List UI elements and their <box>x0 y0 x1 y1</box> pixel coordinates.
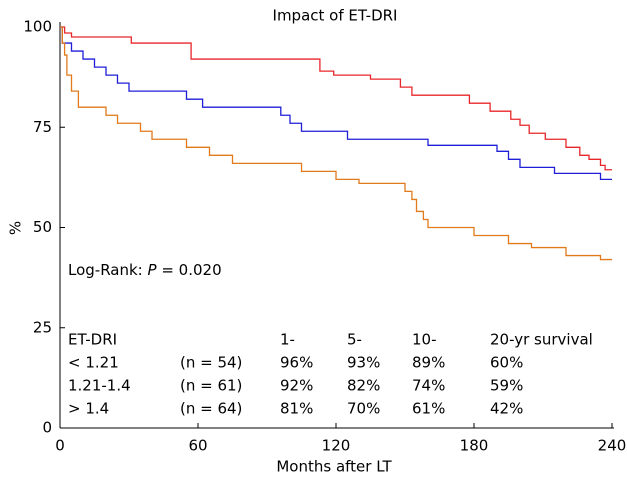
survival-curve <box>60 26 612 171</box>
log-rank-p: P <box>148 261 158 279</box>
y-tick-label: 75 <box>33 118 52 136</box>
y-tick-label: 50 <box>33 218 52 236</box>
table-cell: 61% <box>412 400 445 418</box>
table-cell: (n = 64) <box>180 400 242 418</box>
table-cell: 81% <box>280 400 313 418</box>
table-header: ET-DRI <box>68 331 117 349</box>
table-cell: 82% <box>347 377 380 395</box>
table-cell: 93% <box>347 354 380 372</box>
table-header: 20-yr survival <box>490 331 593 349</box>
survival-curve <box>60 26 612 181</box>
log-rank-prefix: Log-Rank: <box>68 261 148 279</box>
x-axis-label: Months after LT <box>276 458 392 476</box>
y-axis-label: % <box>7 221 25 235</box>
x-tick-label: 0 <box>55 437 65 455</box>
x-tick-label: 120 <box>322 437 351 455</box>
table-cell: 89% <box>412 354 445 372</box>
table-cell: 92% <box>280 377 313 395</box>
x-tick-label: 180 <box>460 437 489 455</box>
y-tick-label: 100 <box>23 18 52 36</box>
table-header: 5- <box>347 331 362 349</box>
x-tick-label: 60 <box>188 437 207 455</box>
x-tick-label: 240 <box>598 437 627 455</box>
table-cell: 42% <box>490 400 523 418</box>
log-rank: Log-Rank: P = 0.020 <box>68 261 222 279</box>
table-cell: 70% <box>347 400 380 418</box>
survival-curve <box>60 26 612 261</box>
table-header: 1- <box>280 331 295 349</box>
y-tick-label: 0 <box>42 419 52 437</box>
chart-title: Impact of ET-DRI <box>273 7 398 25</box>
log-rank-value: = 0.020 <box>157 261 222 279</box>
table-cell: 74% <box>412 377 445 395</box>
y-tick-label: 25 <box>33 318 52 336</box>
table-cell: (n = 54) <box>180 354 242 372</box>
table-cell: 96% <box>280 354 313 372</box>
table-cell: 59% <box>490 377 523 395</box>
legend-label: > 1.4 <box>68 400 109 418</box>
table-cell: 60% <box>490 354 523 372</box>
table-header: 10- <box>412 331 437 349</box>
table-cell: (n = 61) <box>180 377 242 395</box>
legend-label: < 1.21 <box>68 354 119 372</box>
legend-label: 1.21-1.4 <box>68 377 131 395</box>
